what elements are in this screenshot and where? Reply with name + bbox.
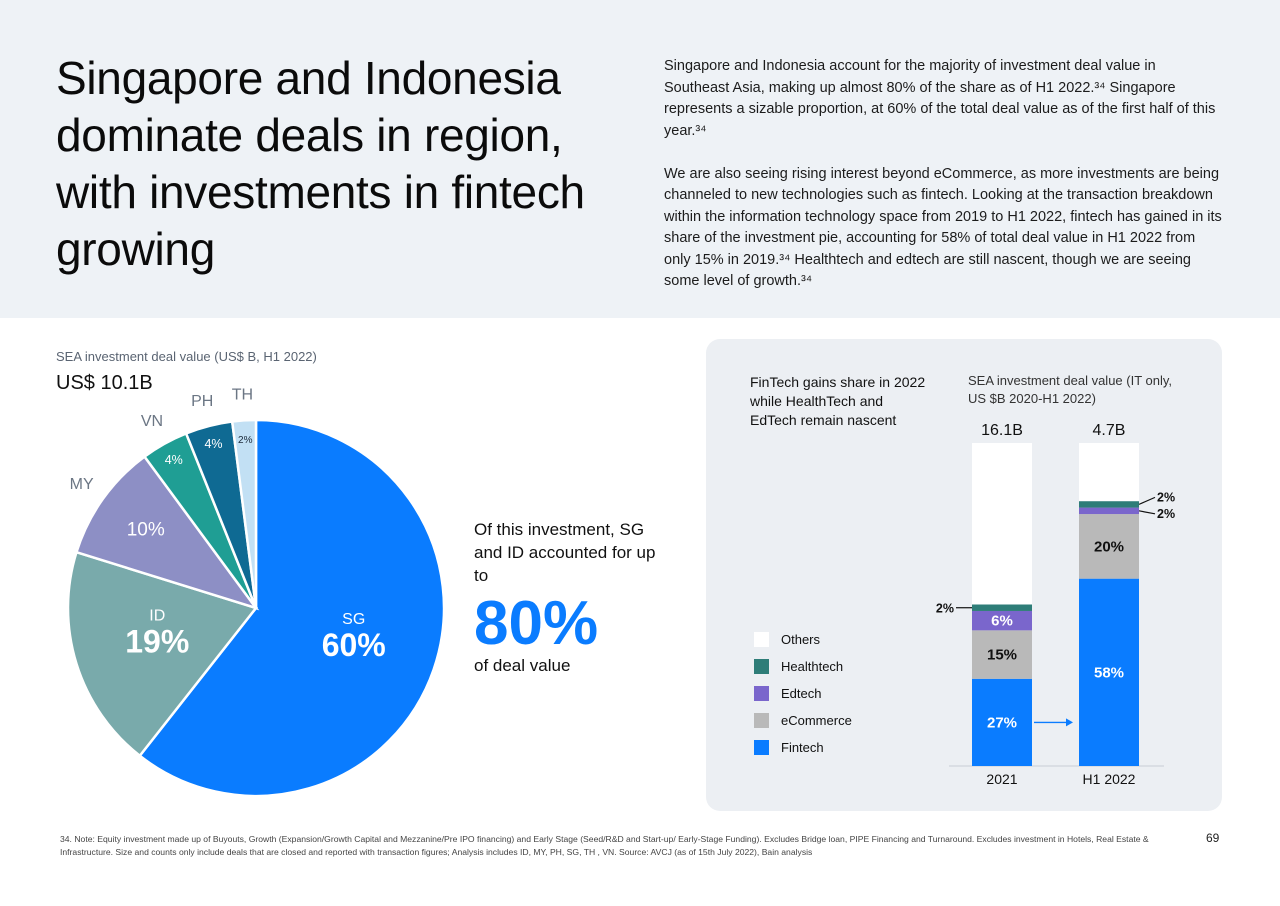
pie-label-vn: VN	[141, 413, 163, 430]
pie-label-id: ID	[149, 608, 165, 625]
legend-item-ecommerce: eCommerce	[754, 707, 852, 734]
pie-value-sg: 60%	[322, 627, 386, 663]
bar-label-healthtech-0: 2%	[936, 602, 954, 616]
pie-value-vn: 4%	[165, 453, 183, 467]
growth-arrow-head	[1066, 718, 1073, 727]
page-title: Singapore and Indonesia dominate deals i…	[56, 52, 585, 275]
legend-swatch-others	[754, 632, 769, 647]
bar-segment-ecommerce-1	[1079, 514, 1139, 579]
callout-lead: Of this investment, SG and ID accounted …	[474, 520, 656, 585]
callout-figure: 80%	[474, 589, 599, 658]
pie-slice-sg	[138, 418, 446, 798]
bar-total-1: 4.7B	[1093, 422, 1126, 439]
bar-chart-title: SEA investment deal value (IT only, US $…	[968, 373, 1173, 406]
legend-item-fintech: Fintech	[754, 734, 852, 761]
pie-value-th: 2%	[238, 435, 253, 446]
bar-segment-healthtech-1	[1079, 501, 1139, 508]
intro-paragraph-1: Singapore and Indonesia account for the …	[664, 58, 1216, 139]
legend-item-healthtech: Healthtech	[754, 653, 852, 680]
x-tick-label-0: 2021	[986, 771, 1017, 787]
bar-chart-legend: Others Healthtech Edtech eCommerce Fintech	[754, 626, 852, 761]
stacked-bar-chart: 27% 15% 6% 2% 16.1B 2021 58% 20% 2% 2% 4.7B H1 2022	[936, 422, 1175, 787]
pie-chart-title: SEA investment deal value (US$ B, H1 202…	[56, 349, 317, 364]
bar-label-edtech-1: 2%	[1157, 507, 1175, 521]
pie-label-th: TH	[232, 386, 253, 403]
intro-paragraph-2: We are also seeing rising interest beyon…	[664, 165, 1222, 290]
legend-item-others: Others	[754, 626, 852, 653]
pie-label-ph: PH	[191, 393, 213, 410]
pie-slice-my	[74, 454, 260, 611]
bar-segment-others-1	[1079, 443, 1139, 502]
bar-segment-fintech-0	[972, 678, 1032, 766]
pie-value-my: 10%	[127, 519, 165, 540]
page-number: 69	[1206, 831, 1220, 845]
header-band	[0, 0, 1280, 318]
footnote: 34. Note: Equity investment made up of B…	[60, 834, 1149, 857]
legend-swatch-fintech	[754, 740, 769, 755]
pie-chart-total: US$ 10.1B	[56, 372, 153, 394]
pie-value-ph: 4%	[204, 437, 222, 451]
bar-segment-edtech-0	[972, 610, 1032, 631]
callout: Of this investment, SG and ID accounted …	[474, 518, 674, 677]
x-tick-label-1: H1 2022	[1083, 771, 1136, 787]
legend-label-fintech: Fintech	[781, 740, 824, 755]
bar-segment-others-0	[972, 443, 1032, 605]
bar-label-edtech-0: 6%	[991, 613, 1013, 630]
legend-label-others: Others	[781, 632, 821, 647]
legend-swatch-edtech	[754, 686, 769, 701]
callout-tail: of deal value	[474, 656, 571, 675]
pie-label-sg: SG	[342, 611, 365, 628]
pie-slice-id	[66, 550, 259, 758]
bar-segment-fintech-1	[1079, 578, 1139, 766]
bar-label-ecommerce-0: 15%	[987, 647, 1017, 664]
bar-leader-edtech-1	[1138, 510, 1156, 515]
legend-item-edtech: Edtech	[754, 680, 852, 707]
bar-label-fintech-1: 58%	[1094, 664, 1124, 681]
bar-label-ecommerce-1: 20%	[1094, 538, 1124, 555]
legend-label-ecommerce: eCommerce	[781, 713, 852, 728]
panel-note: FinTech gains share in 2022 while Health…	[750, 374, 926, 428]
bar-segment-ecommerce-0	[972, 630, 1032, 679]
pie-slice-th	[230, 418, 258, 609]
legend-swatch-healthtech	[754, 659, 769, 674]
pie-label-my: MY	[70, 476, 94, 493]
bar-leader-healthtech-1	[1138, 496, 1156, 505]
bar-segment-healthtech-0	[972, 604, 1032, 611]
bar-label-healthtech-1: 2%	[1157, 490, 1175, 504]
bar-label-fintech-0: 27%	[987, 714, 1017, 731]
legend-swatch-ecommerce	[754, 713, 769, 728]
bar-segment-edtech-1	[1079, 507, 1139, 515]
legend-label-healthtech: Healthtech	[781, 659, 844, 674]
legend-label-edtech: Edtech	[781, 686, 822, 701]
pie-value-id: 19%	[125, 624, 189, 660]
intro-text: Singapore and Indonesia account for the …	[664, 56, 1224, 314]
bar-total-0: 16.1B	[981, 422, 1023, 439]
